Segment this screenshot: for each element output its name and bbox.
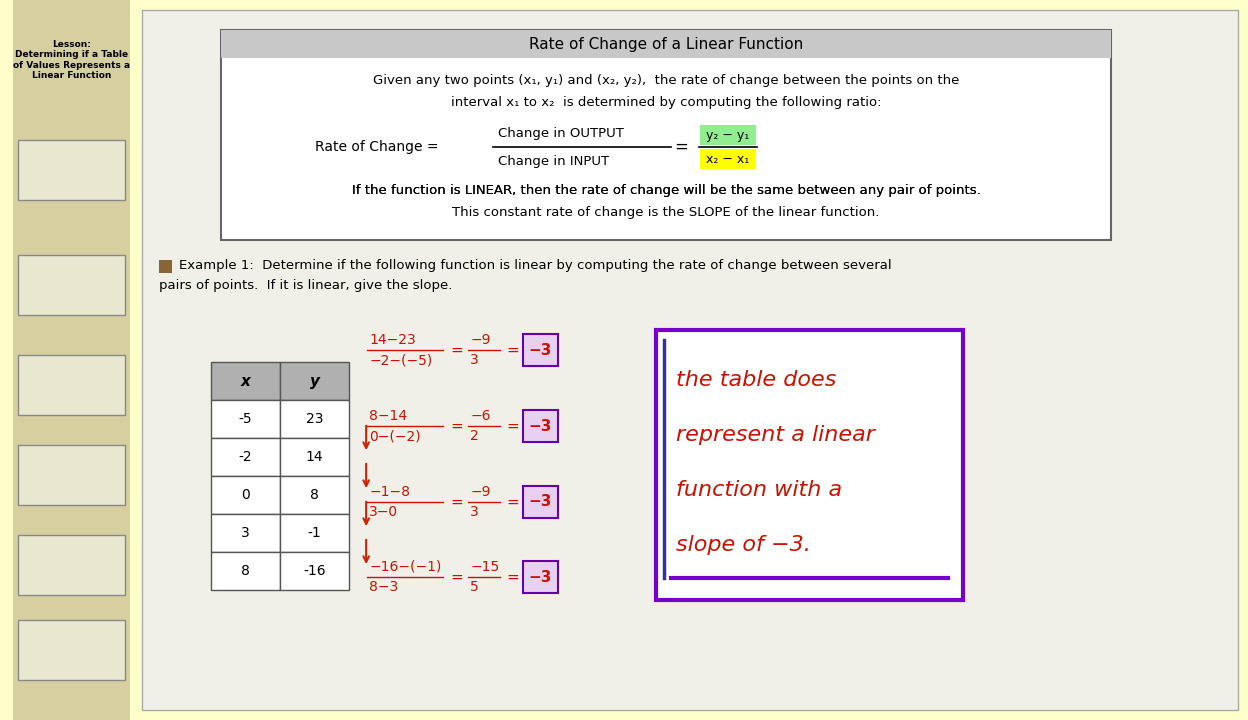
FancyBboxPatch shape — [280, 400, 349, 438]
Text: 0: 0 — [241, 488, 250, 502]
Text: −6: −6 — [470, 409, 490, 423]
Text: =: = — [674, 138, 688, 156]
Text: 2: 2 — [470, 429, 479, 443]
Text: Rate of Change =: Rate of Change = — [314, 140, 438, 154]
Text: slope of −3.: slope of −3. — [676, 535, 811, 555]
FancyBboxPatch shape — [280, 514, 349, 552]
Text: 0−(−2): 0−(−2) — [369, 429, 421, 443]
FancyBboxPatch shape — [211, 552, 280, 590]
Text: If the function is LINEAR, then the rate of change will be the same between any : If the function is LINEAR, then the rate… — [352, 184, 981, 197]
Text: 5: 5 — [470, 580, 479, 594]
Text: 8: 8 — [241, 564, 250, 578]
Text: 3: 3 — [241, 526, 250, 540]
FancyBboxPatch shape — [211, 476, 280, 514]
Text: This constant rate of change is the SLOPE of the linear function.: This constant rate of change is the SLOP… — [452, 205, 880, 218]
FancyBboxPatch shape — [211, 362, 280, 400]
Text: −15: −15 — [470, 560, 499, 574]
FancyBboxPatch shape — [523, 410, 558, 442]
FancyBboxPatch shape — [17, 355, 125, 415]
Text: −1−8: −1−8 — [369, 485, 411, 499]
Text: =: = — [451, 570, 463, 585]
FancyBboxPatch shape — [523, 334, 558, 366]
FancyBboxPatch shape — [17, 535, 125, 595]
Text: function with a: function with a — [676, 480, 842, 500]
Text: 3: 3 — [470, 505, 479, 519]
Text: =: = — [451, 495, 463, 510]
FancyBboxPatch shape — [280, 362, 349, 400]
Text: =: = — [507, 570, 519, 585]
FancyBboxPatch shape — [17, 140, 125, 200]
FancyBboxPatch shape — [700, 125, 756, 145]
FancyBboxPatch shape — [523, 486, 558, 518]
FancyBboxPatch shape — [160, 260, 172, 273]
Text: Given any two points (x₁, y₁) and (x₂, y₂),  the rate of change between the poin: Given any two points (x₁, y₁) and (x₂, y… — [373, 73, 960, 86]
Text: Change in OUTPUT: Change in OUTPUT — [498, 127, 624, 140]
Text: =: = — [507, 495, 519, 510]
FancyBboxPatch shape — [280, 438, 349, 476]
Text: y: y — [310, 374, 319, 389]
Text: −3: −3 — [529, 495, 552, 510]
FancyBboxPatch shape — [280, 552, 349, 590]
Text: 23: 23 — [306, 412, 323, 426]
FancyBboxPatch shape — [280, 476, 349, 514]
FancyBboxPatch shape — [221, 30, 1112, 240]
Text: 3−0: 3−0 — [369, 505, 398, 519]
Text: −2−(−5): −2−(−5) — [369, 353, 432, 367]
FancyBboxPatch shape — [211, 514, 280, 552]
Text: −3: −3 — [529, 343, 552, 358]
FancyBboxPatch shape — [523, 561, 558, 593]
Text: −16−(−1): −16−(−1) — [369, 560, 442, 574]
Text: −9: −9 — [470, 333, 490, 347]
Text: pairs of points.  If it is linear, give the slope.: pairs of points. If it is linear, give t… — [160, 279, 453, 292]
Text: 8: 8 — [311, 488, 319, 502]
Text: -2: -2 — [238, 450, 252, 464]
Text: the table does: the table does — [676, 370, 836, 390]
FancyBboxPatch shape — [211, 400, 280, 438]
Text: −3: −3 — [529, 570, 552, 585]
Text: =: = — [507, 418, 519, 433]
Text: -1: -1 — [308, 526, 322, 540]
FancyBboxPatch shape — [12, 0, 130, 720]
Text: -5: -5 — [238, 412, 252, 426]
Text: 3: 3 — [470, 353, 479, 367]
Text: x: x — [241, 374, 251, 389]
Text: represent a linear: represent a linear — [676, 425, 875, 445]
FancyBboxPatch shape — [17, 445, 125, 505]
FancyBboxPatch shape — [656, 330, 963, 600]
Text: 8−3: 8−3 — [369, 580, 398, 594]
FancyBboxPatch shape — [700, 149, 756, 169]
Text: -16: -16 — [303, 564, 326, 578]
Text: =: = — [507, 343, 519, 358]
FancyBboxPatch shape — [221, 30, 1112, 58]
Text: −3: −3 — [529, 418, 552, 433]
Text: −9: −9 — [470, 485, 490, 499]
Text: =: = — [451, 343, 463, 358]
Text: =: = — [451, 418, 463, 433]
Text: Rate of Change of a Linear Function: Rate of Change of a Linear Function — [529, 37, 804, 52]
Text: 14−23: 14−23 — [369, 333, 416, 347]
Text: Lesson:
Determining if a Table
of Values Represents a
Linear Function: Lesson: Determining if a Table of Values… — [12, 40, 130, 80]
Text: 14: 14 — [306, 450, 323, 464]
Text: Change in INPUT: Change in INPUT — [498, 155, 609, 168]
Text: interval x₁ to x₂  is determined by computing the following ratio:: interval x₁ to x₂ is determined by compu… — [451, 96, 881, 109]
Text: x₂ − x₁: x₂ − x₁ — [706, 153, 749, 166]
Text: Example 1:  Determine if the following function is linear by computing the rate : Example 1: Determine if the following fu… — [180, 258, 892, 271]
FancyBboxPatch shape — [17, 255, 125, 315]
Text: y₂ − y₁: y₂ − y₁ — [706, 128, 749, 142]
FancyBboxPatch shape — [211, 438, 280, 476]
Text: 8−14: 8−14 — [369, 409, 407, 423]
Text: If the function is LINEAR, then the rate of change will be the same between any : If the function is LINEAR, then the rate… — [352, 184, 981, 197]
FancyBboxPatch shape — [141, 10, 1238, 710]
FancyBboxPatch shape — [17, 620, 125, 680]
